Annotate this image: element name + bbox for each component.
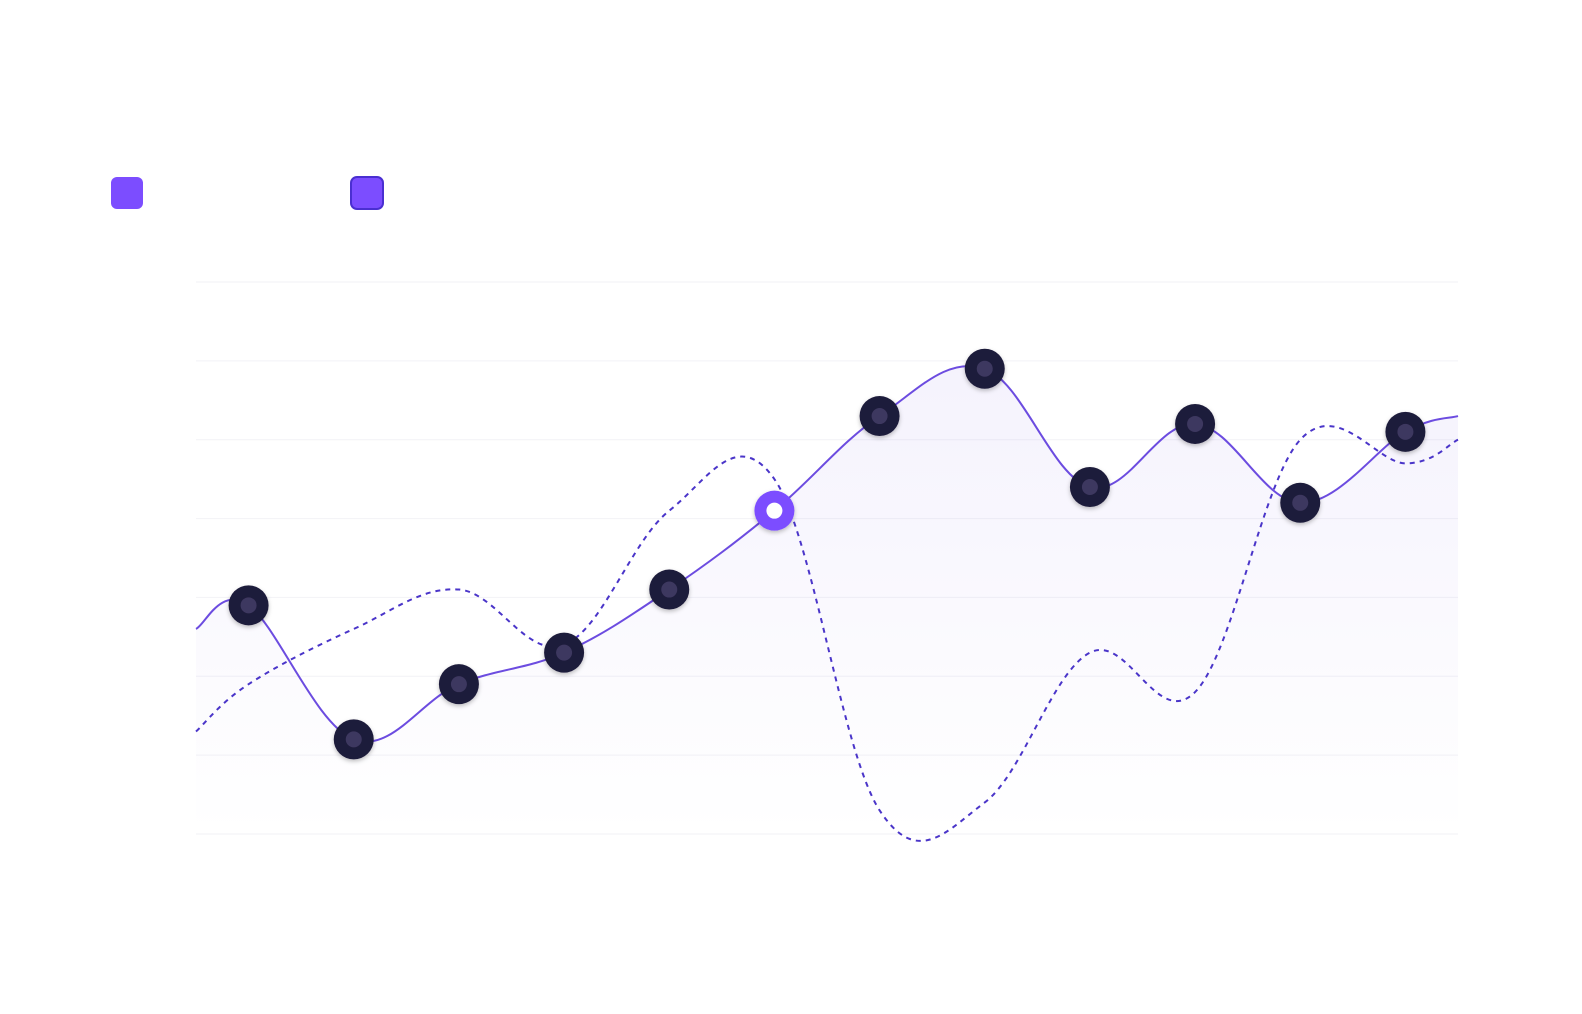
series-2-line [195,425,1459,842]
data-point-inner [1187,415,1204,432]
data-point-inner [450,676,467,693]
data-point[interactable] [1385,411,1426,452]
area-fill [196,365,1458,834]
data-point[interactable] [1280,482,1321,523]
data-point[interactable] [649,569,690,610]
data-point[interactable] [228,585,269,626]
series-markers [228,348,1426,760]
data-point-inner [240,597,257,614]
data-point[interactable] [964,348,1005,389]
data-point-inner [1292,494,1309,511]
series-1-area [196,365,1458,834]
legend [111,176,384,210]
data-point-inner [871,408,888,425]
data-point[interactable] [333,719,374,760]
legend-swatch-1 [111,177,143,209]
highlighted-point[interactable] [754,490,795,531]
data-point[interactable] [438,664,479,705]
data-point[interactable] [1069,467,1110,508]
data-point-inner [976,360,993,377]
legend-swatch-2 [350,176,384,210]
data-point[interactable] [544,632,585,673]
data-point[interactable] [1175,403,1216,444]
data-point-inner [1081,479,1098,496]
data-point-inner [556,644,573,661]
highlighted-point-center [766,502,783,519]
data-point-inner [345,731,362,748]
data-point[interactable] [859,396,900,437]
data-point-inner [661,581,678,598]
data-point-inner [1397,423,1414,440]
